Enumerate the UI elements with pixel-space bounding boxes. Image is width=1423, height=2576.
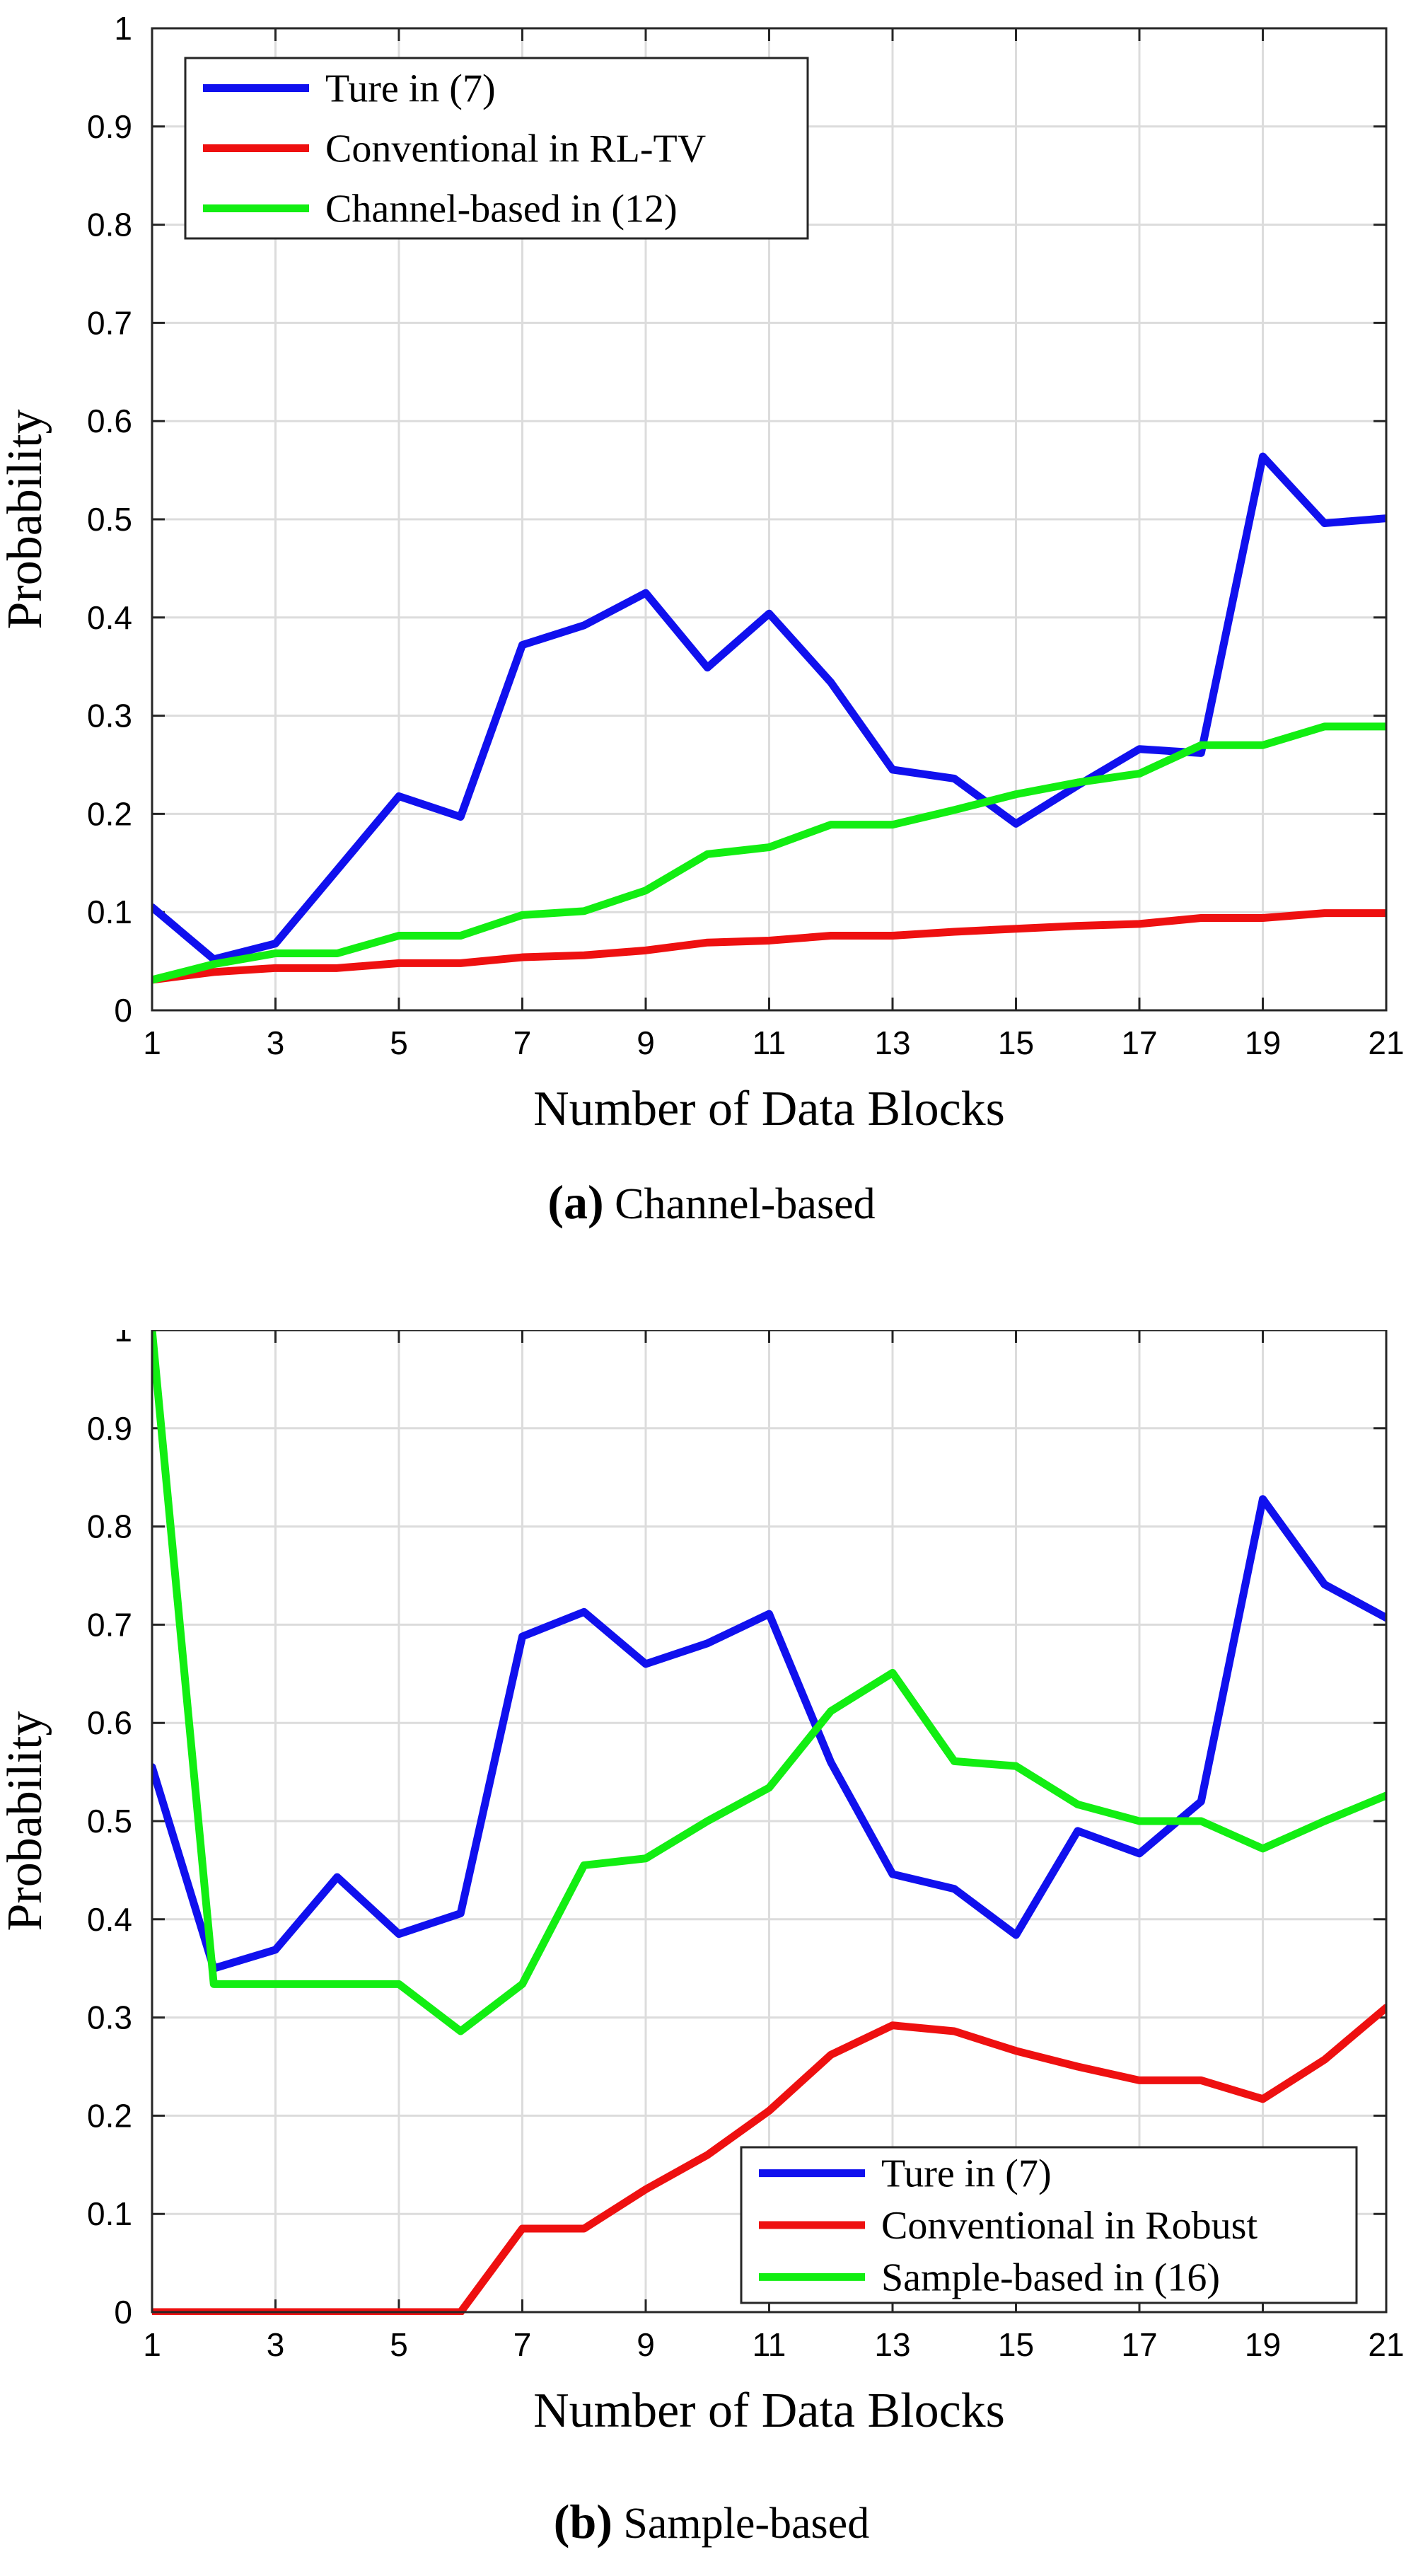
series-line-3 bbox=[152, 722, 1386, 984]
y-tick-label: 0.8 bbox=[87, 1508, 132, 1545]
axes-box bbox=[151, 27, 1388, 1012]
y-tick-label: 0.1 bbox=[87, 894, 132, 930]
series-line-2 bbox=[152, 909, 1386, 984]
x-tick-label: 15 bbox=[998, 1024, 1034, 1061]
y-tick-label: 0.2 bbox=[87, 795, 132, 832]
y-tick-label: 0.3 bbox=[87, 1999, 132, 2036]
x-tick-label: 9 bbox=[637, 2326, 655, 2363]
x-tick-label: 19 bbox=[1245, 1024, 1281, 1061]
x-tick-label: 3 bbox=[267, 1024, 285, 1061]
legend-label: Channel-based in (12) bbox=[325, 187, 678, 231]
y-tick-label: 0 bbox=[114, 992, 132, 1029]
caption-text: Sample-based bbox=[623, 2500, 870, 2548]
legend-label: Sample-based in (16) bbox=[881, 2256, 1220, 2299]
y-tick-label: 1 bbox=[114, 1330, 132, 1348]
caption-b: (b) Sample-based bbox=[0, 2494, 1423, 2550]
x-tick-label: 5 bbox=[390, 1024, 408, 1061]
y-tick-label: 0.6 bbox=[87, 1704, 132, 1741]
y-tick-label: 0.7 bbox=[87, 1606, 132, 1643]
axes-box bbox=[151, 1330, 1388, 2314]
x-tick-label: 1 bbox=[143, 2326, 161, 2363]
x-tick-label: 7 bbox=[513, 2326, 532, 2363]
legend-label: Ture in (7) bbox=[325, 67, 496, 111]
y-tick-label: 0.1 bbox=[87, 2195, 132, 2232]
x-tick-label: 17 bbox=[1121, 2326, 1157, 2363]
y-tick-label: 0.5 bbox=[87, 1803, 132, 1839]
x-tick-label: 5 bbox=[390, 2326, 408, 2363]
y-tick-label: 0.8 bbox=[87, 207, 132, 243]
x-axis-title: Number of Data Blocks bbox=[533, 2384, 1005, 2438]
y-tick-label: 0.2 bbox=[87, 2097, 132, 2134]
legend-label: Conventional in Robust bbox=[881, 2204, 1258, 2248]
x-tick-label: 11 bbox=[753, 1024, 786, 1061]
y-axis-title: Probability bbox=[0, 1711, 52, 1931]
caption-letter: (b) bbox=[553, 2495, 612, 2548]
ticks: 1 3 5 7 9 11 13 15 17 19 2100.10.20.30.40.50.60.70… bbox=[87, 10, 1405, 1061]
y-axis-title: Probability bbox=[0, 409, 52, 629]
x-tick-label: 13 bbox=[874, 2326, 910, 2363]
x-tick-label: 21 bbox=[1368, 1024, 1404, 1061]
caption-a: (a) Channel-based bbox=[0, 1174, 1423, 1230]
caption-letter: (a) bbox=[547, 1175, 604, 1229]
y-tick-label: 0.6 bbox=[87, 403, 132, 439]
legend: Ture in (7) Conventional in RL-TV Channel-… bbox=[184, 57, 809, 240]
caption-text: Channel-based bbox=[615, 1180, 876, 1228]
x-tick-label: 7 bbox=[513, 1024, 532, 1061]
y-tick-label: 0.7 bbox=[87, 304, 132, 341]
y-tick-label: 0.3 bbox=[87, 698, 132, 734]
x-tick-label: 19 bbox=[1245, 2326, 1281, 2363]
x-tick-label: 13 bbox=[874, 1024, 910, 1061]
y-tick-label: 0.9 bbox=[87, 1410, 132, 1447]
y-tick-label: 0.5 bbox=[87, 501, 132, 538]
legend-label: Ture in (7) bbox=[881, 2152, 1052, 2196]
x-tick-label: 3 bbox=[267, 2326, 285, 2363]
y-tick-label: 0.9 bbox=[87, 108, 132, 145]
chart-panel-b: 1 3 5 7 9 11 13 15 17 19 21 0 0.1 0.2 0.3 0.4 0.5 0.6 0.7 0… bbox=[0, 1330, 1423, 2576]
x-axis-title: Number of Data Blocks bbox=[533, 1082, 1005, 1136]
x-tick-label: 17 bbox=[1121, 1024, 1157, 1061]
y-tick-label: 0.4 bbox=[87, 1901, 132, 1938]
x-tick-label: 9 bbox=[637, 1024, 655, 1061]
chart-panel-a: 1 3 5 7 9 11 13 15 17 19 21 0 0.1 0.2 0.3 0.4 0.5 0.6 0.7 0… bbox=[0, 0, 1423, 1259]
x-tick-label: 11 bbox=[753, 2326, 786, 2363]
chart-b: 1 3 5 7 9 11 13 15 17 19 2100.10.20.30.40.50.60.70… bbox=[0, 1330, 1405, 2438]
chart-a: 1 3 5 7 9 11 13 15 17 19 2100.10.20.30.40.50.60.70… bbox=[0, 10, 1405, 1136]
y-tick-label: 1 bbox=[114, 10, 132, 47]
series-group bbox=[152, 452, 1386, 984]
x-tick-label: 1 bbox=[143, 1024, 161, 1061]
legend: Ture in (7) Conventional in Robust Sample-… bbox=[740, 2146, 1358, 2304]
x-tick-label: 15 bbox=[998, 2326, 1034, 2363]
ticks: 1 3 5 7 9 11 13 15 17 19 2100.10.20.30.40.50.60.70… bbox=[87, 1330, 1405, 2363]
x-tick-label: 21 bbox=[1368, 2326, 1404, 2363]
y-tick-label: 0 bbox=[114, 2294, 132, 2330]
legend-label: Conventional in RL-TV bbox=[325, 127, 706, 171]
y-tick-label: 0.4 bbox=[87, 599, 132, 636]
series-line-3 bbox=[152, 1330, 1386, 2035]
